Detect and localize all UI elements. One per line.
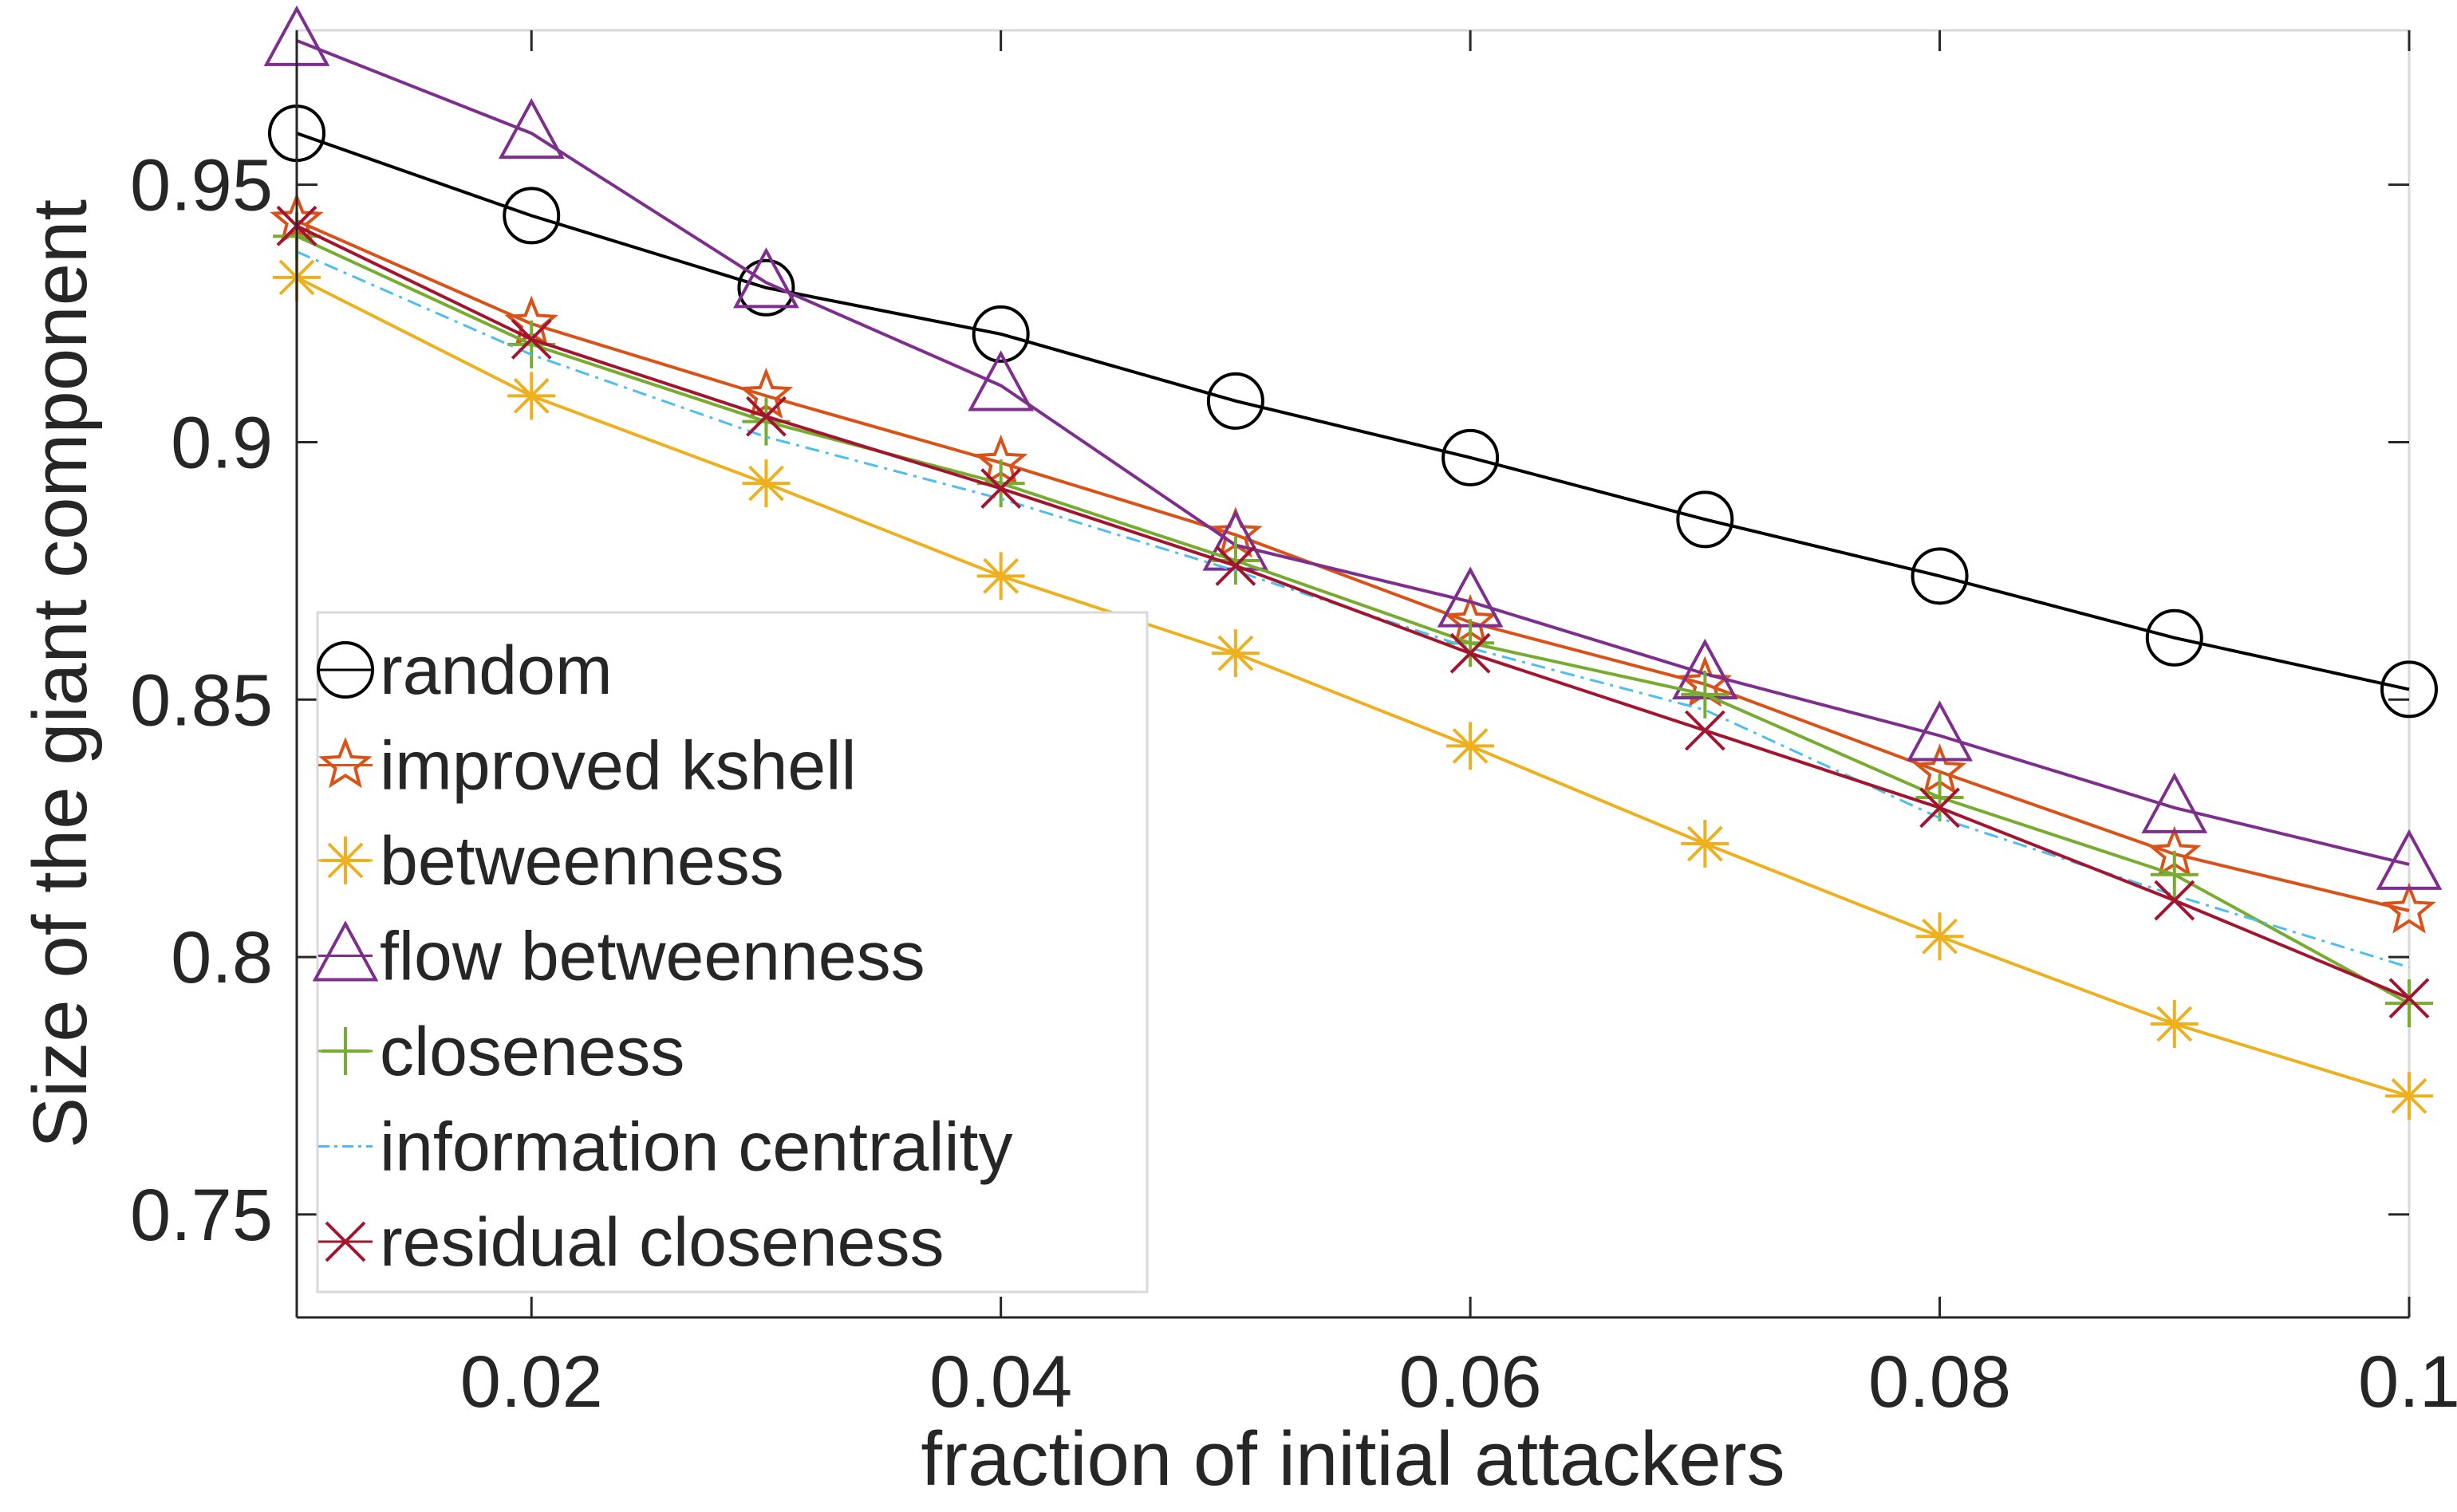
series-line-random: [296, 132, 2410, 691]
legend-marker: [318, 736, 373, 789]
data-point-flow-betweenness: [733, 247, 799, 309]
y-tick-label: 0.95: [130, 145, 273, 226]
legend-label: flow betweenness: [380, 919, 925, 995]
y-tick-label: 0.8: [171, 917, 273, 998]
x-axis-label: fraction of initial attackers: [921, 1416, 1785, 1502]
data-point-improved-kshell: [2382, 882, 2436, 934]
legend-item-flow-betweenness: flow betweenness: [312, 919, 925, 995]
legend-marker: [317, 641, 374, 699]
series-line-improved-kshell: [296, 219, 2410, 912]
y-tick-label: 0.85: [130, 660, 273, 741]
series-layer: [263, 5, 2443, 1120]
series-line-flow-betweenness: [296, 39, 2410, 866]
x-tick-label: 0.06: [1399, 1341, 1542, 1423]
legend-label: betweenness: [380, 823, 784, 900]
data-point-betweenness: [507, 372, 556, 420]
legend-label: closeness: [380, 1014, 684, 1090]
data-point-residual-closeness: [980, 468, 1022, 509]
data-point-random: [1911, 547, 1969, 605]
data-point-betweenness: [1211, 629, 1260, 678]
data-point-residual-closeness: [511, 318, 552, 360]
legend: random improved kshell betweenness flow bet…: [312, 611, 1149, 1293]
data-point-betweenness: [1446, 722, 1495, 770]
data-point-random: [1676, 490, 1734, 549]
y-tick-label: 0.75: [130, 1175, 273, 1256]
data-point-random: [972, 305, 1030, 363]
x-tick-label: 0.1: [2358, 1341, 2457, 1423]
data-point-random: [2380, 660, 2438, 719]
legend-item-improved-kshell: improved kshell: [318, 728, 856, 805]
data-point-flow-betweenness: [1907, 700, 1973, 762]
data-point-random: [2145, 608, 2203, 667]
data-point-residual-closeness: [1684, 710, 1725, 751]
legend-item-closeness: closeness: [318, 1014, 684, 1090]
legend-marker: [321, 1027, 369, 1075]
legend-marker: [321, 837, 369, 884]
series-line-residual-closeness: [296, 224, 2410, 1000]
legend-item-residual-closeness: residual closeness: [318, 1204, 944, 1281]
series-betweenness: [273, 253, 2433, 1120]
data-point-flow-betweenness: [968, 350, 1035, 411]
data-point-residual-closeness: [1449, 632, 1491, 674]
legend-item-random: random: [317, 632, 613, 709]
legend-label: random: [380, 632, 613, 709]
legend-item-information-centrality: information centrality: [318, 1109, 1012, 1186]
x-tick-label: 0.08: [1868, 1341, 2011, 1423]
data-point-residual-closeness: [1215, 545, 1256, 586]
data-point-flow-betweenness: [498, 97, 565, 159]
data-point-random: [1441, 428, 1500, 486]
data-point-betweenness: [1681, 820, 1729, 868]
series-residual-closeness: [276, 205, 2430, 1019]
data-point-closeness: [2385, 979, 2433, 1028]
data-point-random: [503, 187, 561, 245]
series-line-closeness: [296, 234, 2410, 1005]
data-point-betweenness: [2150, 1000, 2199, 1049]
data-point-betweenness: [742, 459, 791, 508]
data-point-residual-closeness: [1919, 787, 1960, 829]
axis-layer: 0.02 0.04 0.06 0.08 0.1 0.75 0.8 0.85 0.9 0.95: [130, 30, 2457, 1423]
data-point-closeness: [1681, 670, 1729, 719]
legend-marker: [312, 920, 379, 982]
data-point-random: [1206, 372, 1264, 430]
data-point-closeness: [2150, 850, 2199, 899]
data-point-betweenness: [1915, 912, 1964, 961]
legend-item-betweenness: betweenness: [318, 823, 784, 900]
data-point-betweenness: [2385, 1072, 2433, 1120]
legend-label: residual closeness: [380, 1204, 944, 1281]
data-point-residual-closeness: [2154, 880, 2195, 921]
series-random: [268, 104, 2438, 719]
data-point-random: [737, 258, 795, 317]
y-tick-label: 0.9: [171, 402, 273, 483]
data-point-flow-betweenness: [2141, 772, 2208, 833]
x-tick-label: 0.04: [929, 1341, 1072, 1423]
y-axis-label: Size of the giant component: [18, 199, 103, 1148]
data-point-closeness: [1915, 773, 1964, 821]
data-point-flow-betweenness: [2376, 829, 2443, 890]
data-point-residual-closeness: [746, 396, 787, 437]
data-point-residual-closeness: [2388, 978, 2430, 1019]
legend-label: information centrality: [380, 1109, 1012, 1186]
data-point-betweenness: [976, 552, 1025, 600]
legend-marker: [325, 1221, 366, 1262]
legend-box: [316, 611, 1149, 1293]
x-tick-label: 0.02: [460, 1341, 603, 1423]
series-flow-betweenness: [263, 5, 2443, 890]
series-line-betweenness: [296, 276, 2410, 1098]
legend-label: improved kshell: [380, 728, 856, 805]
